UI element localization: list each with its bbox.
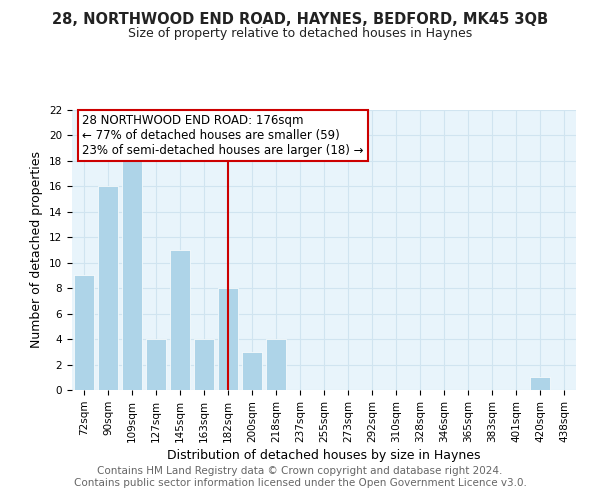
Y-axis label: Number of detached properties: Number of detached properties <box>31 152 43 348</box>
Bar <box>218 288 238 390</box>
Text: 28 NORTHWOOD END ROAD: 176sqm
← 77% of detached houses are smaller (59)
23% of s: 28 NORTHWOOD END ROAD: 176sqm ← 77% of d… <box>82 114 364 157</box>
X-axis label: Distribution of detached houses by size in Haynes: Distribution of detached houses by size … <box>167 449 481 462</box>
Text: Contains HM Land Registry data © Crown copyright and database right 2024.
Contai: Contains HM Land Registry data © Crown c… <box>74 466 526 487</box>
Bar <box>98 186 118 390</box>
Bar <box>146 339 166 390</box>
Text: Size of property relative to detached houses in Haynes: Size of property relative to detached ho… <box>128 28 472 40</box>
Bar <box>170 250 190 390</box>
Bar <box>74 276 94 390</box>
Text: 28, NORTHWOOD END ROAD, HAYNES, BEDFORD, MK45 3QB: 28, NORTHWOOD END ROAD, HAYNES, BEDFORD,… <box>52 12 548 28</box>
Bar <box>194 339 214 390</box>
Bar <box>242 352 262 390</box>
Bar <box>530 378 550 390</box>
Bar <box>122 161 142 390</box>
Bar <box>266 339 286 390</box>
